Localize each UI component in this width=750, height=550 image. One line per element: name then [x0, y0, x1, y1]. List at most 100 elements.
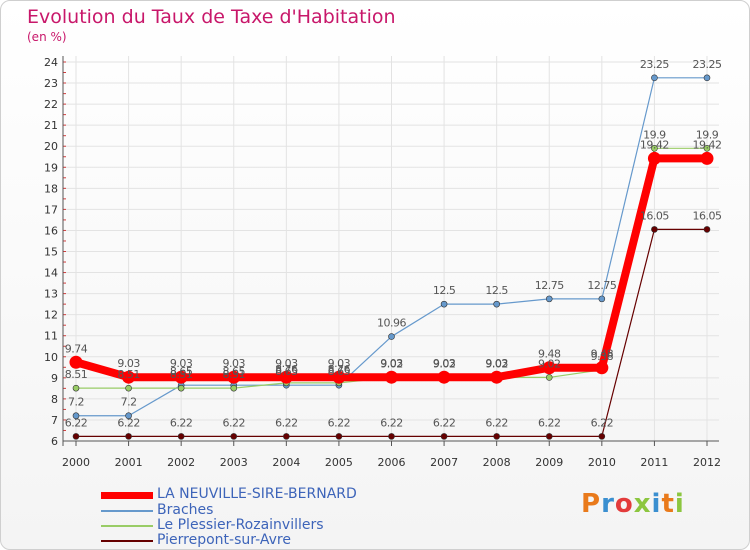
data-point-2 — [545, 374, 553, 381]
data-label-0: 19.42 — [640, 138, 669, 151]
data-label-3: 6.22 — [485, 416, 508, 429]
data-point-1 — [493, 300, 500, 308]
data-label-0: 9.03 — [433, 357, 456, 370]
data-label-1: 8.65 — [223, 365, 246, 378]
data-label-3: 6.22 — [433, 416, 456, 429]
data-point-0 — [647, 151, 661, 165]
x-tick-label: 2010 — [588, 456, 616, 469]
x-tick-label: 2005 — [325, 456, 353, 469]
data-point-0 — [490, 370, 504, 384]
data-point-3 — [125, 433, 132, 440]
data-label-0: 9.03 — [485, 357, 508, 370]
data-label-3: 6.22 — [65, 416, 88, 429]
data-label-1: 12.75 — [587, 279, 616, 292]
y-tick-label: 18 — [44, 182, 58, 195]
y-tick-label: 6 — [51, 435, 58, 448]
chart-title: Evolution du Taux de Taxe d'Habitation — [27, 6, 396, 28]
data-point-1 — [125, 412, 132, 420]
data-point-0 — [227, 370, 241, 384]
data-point-0 — [437, 370, 451, 384]
y-tick-label: 12 — [44, 309, 58, 322]
y-tick-label: 24 — [44, 56, 58, 69]
data-label-2: 8.51 — [223, 368, 246, 381]
y-tick-label: 13 — [44, 288, 58, 301]
legend-label: Pierrepont-sur-Avre — [157, 532, 291, 548]
data-label-2: 8.76 — [275, 363, 298, 376]
y-tick-label: 10 — [44, 351, 58, 364]
logo-letter: o — [614, 489, 634, 519]
legend-label: LA NEUVILLE-SIRE-BERNARD — [157, 486, 357, 502]
logo-letter: t — [661, 489, 675, 519]
data-label-3: 6.22 — [328, 416, 351, 429]
data-label-3: 6.22 — [170, 416, 193, 429]
data-label-2: 8.51 — [65, 368, 88, 381]
data-point-0 — [174, 370, 188, 384]
chart-unit-label: (en %) — [27, 30, 67, 44]
logo-letter: P — [581, 489, 602, 519]
y-tick-label: 15 — [44, 246, 58, 259]
legend-swatch — [101, 510, 153, 512]
data-point-3 — [177, 433, 185, 440]
data-point-0 — [542, 361, 556, 375]
data-point-1 — [72, 412, 80, 420]
logo-letter: i — [674, 489, 685, 519]
legend-swatch — [101, 540, 153, 542]
y-tick-label: 19 — [44, 161, 58, 174]
data-point-0 — [385, 370, 398, 384]
data-point-0 — [700, 151, 714, 165]
data-label-0: 9.03 — [223, 357, 246, 370]
data-point-0 — [279, 370, 293, 384]
data-point-3 — [598, 433, 606, 440]
data-point-3 — [72, 433, 80, 440]
data-point-3 — [440, 433, 448, 440]
data-point-2 — [72, 384, 80, 392]
data-label-1: 23.25 — [640, 58, 669, 71]
data-point-1 — [651, 74, 658, 82]
data-label-0: 9.48 — [538, 348, 561, 361]
data-label-3: 6.22 — [591, 416, 614, 429]
data-label-1: 10.96 — [377, 317, 406, 330]
y-tick-label: 20 — [44, 140, 58, 153]
data-point-3 — [651, 226, 658, 233]
legend-swatch — [101, 525, 153, 527]
data-label-3: 16.05 — [640, 209, 669, 222]
x-tick-label: 2004 — [272, 456, 300, 469]
data-label-2: 8.51 — [170, 368, 193, 381]
x-tick-label: 2011 — [640, 456, 668, 469]
data-label-3: 16.05 — [693, 209, 722, 222]
data-label-1: 8.65 — [170, 365, 193, 378]
data-label-0: 9.03 — [380, 357, 403, 370]
y-tick-label: 9 — [51, 372, 58, 385]
x-tick-label: 2002 — [167, 456, 195, 469]
data-point-0 — [595, 361, 609, 375]
data-label-0: 9.03 — [117, 357, 140, 370]
data-point-3 — [545, 433, 553, 440]
data-point-1 — [440, 300, 448, 308]
x-tick-label: 2001 — [115, 456, 143, 469]
data-label-3: 6.22 — [380, 416, 403, 429]
data-label-2: 9.02 — [433, 357, 456, 370]
data-point-0 — [122, 370, 136, 384]
data-point-2 — [177, 384, 185, 392]
data-point-3 — [283, 433, 290, 440]
data-label-0: 9.48 — [591, 348, 614, 361]
data-label-2: 9.38 — [591, 350, 614, 363]
legend-label: Braches — [157, 502, 214, 518]
y-tick-label: 8 — [51, 393, 58, 406]
data-label-1: 23.25 — [693, 58, 722, 71]
data-label-2: 9.02 — [380, 357, 403, 370]
x-tick-label: 2009 — [535, 456, 563, 469]
data-point-1 — [388, 333, 395, 340]
data-point-0 — [69, 355, 83, 369]
data-label-2: 19.9 — [643, 128, 666, 141]
y-tick-label: 16 — [44, 224, 58, 237]
y-tick-label: 14 — [44, 267, 58, 280]
legend-swatch — [101, 492, 153, 499]
data-label-3: 6.22 — [223, 416, 246, 429]
data-point-2 — [703, 145, 711, 152]
y-tick-label: 23 — [44, 77, 58, 90]
data-label-2: 9.02 — [485, 357, 508, 370]
x-tick-label: 2006 — [378, 456, 406, 469]
data-point-3 — [703, 226, 711, 233]
